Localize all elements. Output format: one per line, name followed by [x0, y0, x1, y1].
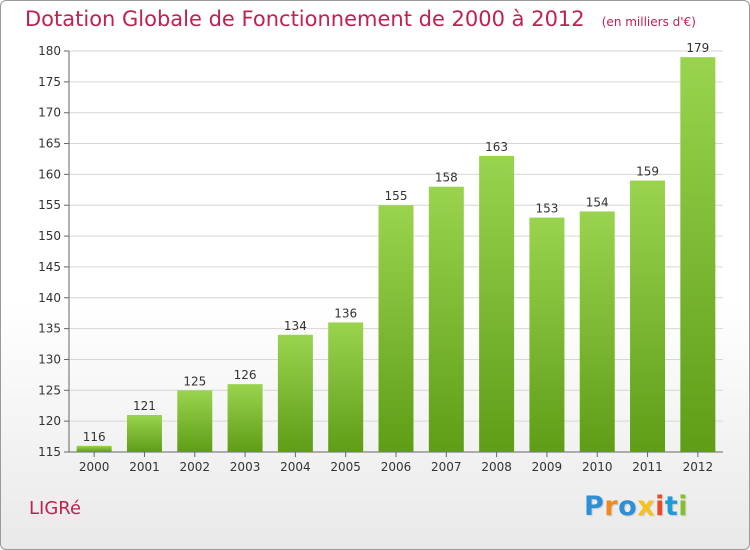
y-tick-label: 125 — [38, 383, 61, 397]
bar — [227, 384, 263, 452]
data-label: 154 — [586, 195, 609, 209]
chart-unit: (en milliers d'€) — [601, 15, 696, 29]
bar — [680, 57, 716, 453]
x-tick-label: 2011 — [632, 460, 663, 474]
logo-letter: o — [618, 491, 638, 522]
data-label: 116 — [83, 430, 106, 444]
y-tick-label: 160 — [38, 167, 61, 181]
y-tick-label: 175 — [38, 75, 61, 89]
data-label: 159 — [636, 165, 659, 179]
bar — [579, 211, 615, 452]
bar — [428, 186, 464, 452]
y-tick-label: 115 — [38, 445, 61, 459]
y-tick-label: 130 — [38, 352, 61, 366]
logo-letter: i — [678, 491, 689, 522]
logo-letter: r — [604, 491, 619, 522]
x-tick-label: 2003 — [230, 460, 261, 474]
x-tick-label: 2008 — [481, 460, 512, 474]
y-tick-label: 145 — [38, 260, 61, 274]
y-tick-label: 155 — [38, 198, 61, 212]
data-label: 121 — [133, 399, 156, 413]
data-label: 179 — [686, 41, 709, 55]
bar — [529, 217, 565, 452]
data-label: 153 — [535, 202, 558, 216]
y-tick-label: 180 — [38, 44, 61, 58]
data-label: 126 — [234, 368, 257, 382]
bar — [630, 180, 666, 453]
data-label: 158 — [435, 171, 458, 185]
x-tick-label: 2010 — [582, 460, 613, 474]
y-tick-label: 150 — [38, 229, 61, 243]
x-tick-label: 2012 — [683, 460, 714, 474]
y-tick-label: 120 — [38, 414, 61, 428]
x-tick-label: 2006 — [381, 460, 412, 474]
bar — [177, 390, 213, 452]
bar — [126, 414, 162, 452]
data-label: 125 — [183, 374, 206, 388]
y-tick-label: 165 — [38, 137, 61, 151]
chart-title: Dotation Globale de Fonctionnement de 20… — [25, 7, 696, 31]
y-tick-label: 135 — [38, 322, 61, 336]
commune-name: LIGRé — [29, 498, 82, 519]
bar — [277, 334, 313, 452]
x-tick-label: 2007 — [431, 460, 462, 474]
x-tick-label: 2001 — [129, 460, 160, 474]
x-tick-label: 2000 — [79, 460, 110, 474]
y-tick-label: 170 — [38, 106, 61, 120]
data-label: 134 — [284, 319, 307, 333]
bar — [328, 322, 364, 452]
data-label: 136 — [334, 306, 357, 320]
proxiti-logo: Proxiti — [584, 491, 688, 522]
bar — [378, 205, 414, 452]
logo-letter: x — [637, 491, 656, 522]
logo-letter: i — [655, 491, 665, 522]
x-tick-label: 2005 — [330, 460, 361, 474]
bar — [76, 445, 112, 452]
x-tick-label: 2002 — [179, 460, 210, 474]
bar — [479, 155, 515, 452]
y-tick-label: 140 — [38, 291, 61, 305]
data-label: 163 — [485, 140, 508, 154]
logo-letter: P — [584, 491, 605, 522]
x-tick-label: 2004 — [280, 460, 311, 474]
x-tick-label: 2009 — [532, 460, 563, 474]
chart-title-text: Dotation Globale de Fonctionnement de 20… — [25, 7, 585, 31]
logo-letter: t — [664, 491, 679, 522]
data-label: 155 — [385, 189, 408, 203]
